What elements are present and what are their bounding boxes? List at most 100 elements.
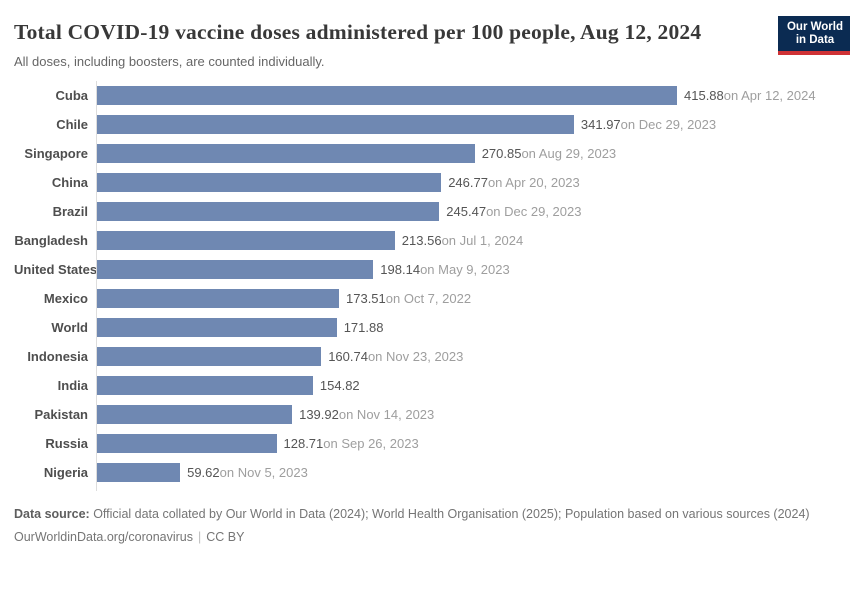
plot-area: 160.74 on Nov 23, 2023	[96, 342, 836, 371]
category-label: Indonesia	[27, 349, 88, 364]
plot-area: 154.82	[96, 371, 836, 400]
category-label: Nigeria	[43, 465, 88, 480]
value-label: 213.56	[401, 233, 442, 248]
plot-area: 341.97 on Dec 29, 2023	[96, 110, 836, 139]
chart-subtitle: All doses, including boosters, are count…	[14, 54, 325, 69]
bar	[97, 202, 440, 221]
value-label: 173.51	[346, 291, 386, 306]
bar-chart: Cuba 415.88 on Apr 12, 2024 Chile 341.97 on D…	[14, 81, 836, 491]
chart-title: Total COVID-19 vaccine doses administere…	[14, 20, 702, 44]
category-label: Pakistan	[34, 407, 88, 422]
bar	[97, 86, 677, 105]
bar-row: United States 198.14 on May 9, 2023	[14, 255, 836, 284]
bar-row: Russia 128.71 on Sep 26, 2023	[14, 429, 836, 458]
category-label: World	[51, 320, 88, 335]
chart-footer: Data source: Official data collated by O…	[14, 505, 826, 546]
owid-logo-line1: Our World	[786, 21, 843, 33]
category-label: Brazil	[52, 204, 88, 219]
bar	[97, 347, 322, 366]
owid-logo-line2: in Data	[795, 34, 835, 46]
bar-row: Cuba 415.88 on Apr 12, 2024	[14, 81, 836, 110]
license-label: CC BY	[206, 530, 245, 544]
axis-tail	[14, 487, 836, 491]
data-source-line: Data source: Official data collated by O…	[14, 505, 826, 523]
category-label: Singapore	[24, 146, 88, 161]
date-label: on Nov 23, 2023	[367, 349, 464, 364]
bar	[97, 260, 374, 279]
data-source-label: Data source:	[14, 507, 90, 521]
value-label: 160.74	[328, 349, 368, 364]
bar	[97, 376, 313, 395]
bar	[97, 231, 395, 250]
bar-row: Nigeria 59.62 on Nov 5, 2023	[14, 458, 836, 487]
category-label: China	[51, 175, 88, 190]
data-source-text: Official data collated by Our World in D…	[89, 507, 810, 521]
bar-row: Pakistan 139.92 on Nov 14, 2023	[14, 400, 836, 429]
bar	[97, 144, 475, 163]
date-label: on Dec 29, 2023	[486, 204, 582, 219]
bar-row: Brazil 245.47 on Dec 29, 2023	[14, 197, 836, 226]
license-separator: |	[198, 530, 202, 544]
plot-area: 173.51 on Oct 7, 2022	[96, 284, 836, 313]
date-label: on Apr 12, 2024	[723, 88, 816, 103]
bar	[97, 434, 277, 453]
plot-area: 415.88 on Apr 12, 2024	[96, 81, 836, 110]
bar	[97, 318, 337, 337]
date-label: on Apr 20, 2023	[487, 175, 580, 190]
axis-tail-line	[96, 487, 836, 491]
category-label: Cuba	[55, 88, 89, 103]
plot-area: 198.14 on May 9, 2023	[96, 255, 836, 284]
category-label: Chile	[56, 117, 88, 132]
value-label: 128.71	[283, 436, 324, 451]
plot-area: 171.88	[96, 313, 836, 342]
value-label: 139.92	[299, 407, 339, 422]
date-label: on Dec 29, 2023	[620, 117, 717, 132]
value-label: 341.97	[580, 117, 621, 132]
date-label: on Nov 14, 2023	[338, 407, 435, 422]
bar	[97, 405, 293, 424]
bar	[97, 463, 181, 482]
bar-row: Bangladesh 213.56 on Jul 1, 2024	[14, 226, 836, 255]
bar-row: World 171.88	[14, 313, 836, 342]
value-label: 198.14	[380, 262, 421, 277]
date-label: on Nov 5, 2023	[219, 465, 308, 480]
bar-rows: Cuba 415.88 on Apr 12, 2024 Chile 341.97 on D…	[14, 81, 836, 487]
category-label: Mexico	[43, 291, 88, 306]
date-label: on May 9, 2023	[420, 262, 510, 277]
category-label: Russia	[45, 436, 88, 451]
value-label: 171.88	[343, 320, 384, 335]
value-label: 245.47	[446, 204, 487, 219]
owid-logo[interactable]: Our World in Data	[778, 16, 850, 55]
category-label: United States	[14, 262, 98, 277]
bar-row: Indonesia 160.74 on Nov 23, 2023	[14, 342, 836, 371]
chart-page: Our World in Data Total COVID-19 vaccine…	[14, 16, 850, 546]
bar-row: Chile 341.97 on Dec 29, 2023	[14, 110, 836, 139]
value-label: 154.82	[319, 378, 360, 393]
date-label: on Oct 7, 2022	[385, 291, 472, 306]
plot-area: 213.56 on Jul 1, 2024	[96, 226, 836, 255]
date-label: on Sep 26, 2023	[323, 436, 419, 451]
bar-row: India 154.82	[14, 371, 836, 400]
category-label: Bangladesh	[14, 233, 88, 248]
plot-area: 270.85 on Aug 29, 2023	[96, 139, 836, 168]
plot-area: 128.71 on Sep 26, 2023	[96, 429, 836, 458]
bar-row: China 246.77 on Apr 20, 2023	[14, 168, 836, 197]
bar	[97, 289, 339, 308]
bar-row: Mexico 173.51 on Oct 7, 2022	[14, 284, 836, 313]
date-label: on Jul 1, 2024	[441, 233, 524, 248]
bar	[97, 115, 574, 134]
value-label: 246.77	[448, 175, 488, 190]
plot-area: 245.47 on Dec 29, 2023	[96, 197, 836, 226]
bar-row: Singapore 270.85 on Aug 29, 2023	[14, 139, 836, 168]
bar	[97, 173, 442, 192]
category-label: India	[57, 378, 88, 393]
plot-area: 246.77 on Apr 20, 2023	[96, 168, 836, 197]
value-label: 415.88	[684, 88, 724, 103]
date-label: on Aug 29, 2023	[521, 146, 617, 161]
owid-url-link[interactable]: OurWorldinData.org/coronavirus	[14, 530, 194, 544]
plot-area: 59.62 on Nov 5, 2023	[96, 458, 836, 487]
plot-area: 139.92 on Nov 14, 2023	[96, 400, 836, 429]
value-label: 270.85	[481, 146, 522, 161]
license-line: OurWorldinData.org/coronavirus | CC BY	[14, 528, 826, 546]
value-label: 59.62	[187, 465, 220, 480]
